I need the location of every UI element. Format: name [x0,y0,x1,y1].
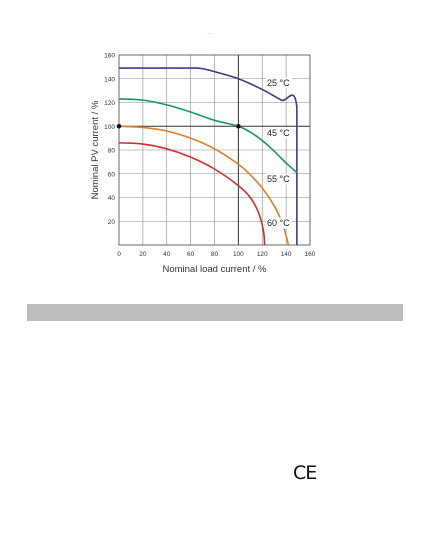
curve-label: 55 °C [267,174,290,184]
series-line-60c [118,142,266,246]
curve-label-background [266,217,293,229]
curve-label: 25 °C [267,78,290,88]
y-tick-label: 120 [104,100,115,107]
y-tick-label: 60 [108,171,116,178]
y-tick-label: 40 [108,195,116,202]
ce-mark-logo: CE [293,462,317,484]
series-line-55c [118,125,290,246]
y-axis-title: Nominal PV current / % [90,100,101,199]
chart-svg: · · 0 20 40 60 80 100 120 140 160 20 40 60 80 100 120 14… [90,31,316,275]
curve-label: 60 °C [267,218,290,228]
x-tick-label: 120 [257,251,268,258]
chart-title: · · [207,31,213,37]
y-tick-label: 80 [108,148,116,155]
curve-label-background [266,173,293,185]
y-tick-label: 100 [104,124,115,131]
series-line-25c [119,67,298,245]
plot-frame [118,54,311,246]
y-tick-label: 160 [104,53,115,60]
data-point-marker [236,123,241,129]
y-tick-label: 20 [108,219,116,226]
x-tick-label: 20 [139,251,147,258]
y-tick-label: 140 [104,76,115,83]
curve-label-background [266,77,293,89]
x-tick-label: 40 [163,251,171,258]
derating-chart: · · 0 20 40 60 80 100 120 140 160 20 40 60 80 100 120 14… [90,31,316,275]
x-tick-label: 80 [211,251,219,258]
curve-label-background [266,127,293,139]
x-tick-label: 100 [233,251,244,258]
data-point-marker [116,123,122,129]
section-header-bar [27,304,403,321]
curve-label: 45 °C [267,128,290,138]
x-tick-label: 0 [117,251,121,258]
x-tick-label: 60 [187,251,195,258]
x-axis-title: Nominal load current / % [162,264,267,275]
x-tick-label: 140 [281,251,292,258]
x-tick-label: 160 [305,251,316,258]
